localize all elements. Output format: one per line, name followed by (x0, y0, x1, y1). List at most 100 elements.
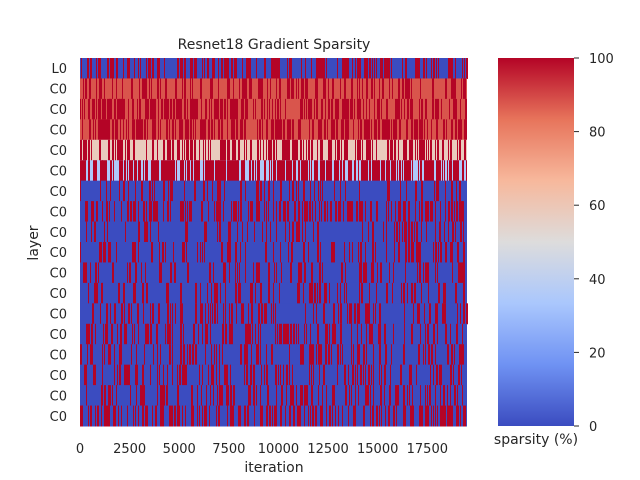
heatmap-cell (219, 344, 220, 366)
heatmap-cell (450, 364, 452, 386)
heatmap-cell (86, 78, 87, 100)
heatmap-cell (110, 242, 111, 263)
heatmap-cell (141, 385, 142, 407)
heatmap-cell (332, 119, 334, 141)
heatmap-cell (166, 78, 167, 100)
heatmap-cell (229, 303, 230, 325)
heatmap-cell (337, 139, 338, 161)
x-tick-labels: 0 2500 5000 7500 10000 12500 15000 17500 (76, 442, 448, 457)
heatmap-cell (412, 119, 413, 141)
heatmap-cell (127, 364, 129, 386)
heatmap-cell (318, 385, 319, 407)
heatmap-cell (421, 282, 422, 304)
heatmap-cell (91, 201, 93, 223)
heatmap-cell (168, 201, 169, 223)
heatmap-cell (411, 242, 412, 263)
heatmap-cell (152, 303, 153, 325)
heatmap-cell (446, 119, 447, 141)
heatmap-cell (274, 262, 275, 284)
heatmap-cell (132, 160, 133, 182)
heatmap-cell (345, 262, 346, 284)
heatmap-cell (421, 98, 423, 120)
heatmap-row (80, 282, 467, 304)
heatmap-cell (412, 139, 413, 161)
heatmap-cell (438, 242, 439, 263)
heatmap-cell (433, 242, 434, 263)
heatmap-cell (152, 405, 153, 427)
heatmap-cell (225, 98, 226, 120)
heatmap-cell (223, 262, 224, 284)
heatmap-cell (158, 160, 159, 182)
heatmap-cell (419, 139, 420, 161)
heatmap-cell (190, 119, 192, 141)
heatmap-cell (460, 98, 461, 120)
heatmap-cell (250, 323, 251, 345)
heatmap-cell (355, 160, 356, 182)
heatmap-cell (329, 98, 330, 120)
heatmap-cell (266, 139, 267, 161)
heatmap-cell (257, 139, 259, 161)
heatmap-cell (163, 385, 165, 407)
heatmap-cell (193, 323, 195, 345)
heatmap-cell (374, 98, 375, 120)
heatmap-cell (95, 282, 96, 304)
heatmap-cell (464, 119, 465, 141)
heatmap-cell (354, 98, 355, 120)
heatmap-cell (147, 282, 148, 304)
heatmap-cell (466, 58, 468, 79)
heatmap-area (80, 58, 468, 427)
heatmap-cell (124, 323, 125, 345)
heatmap-cell (185, 201, 186, 223)
heatmap-cell (412, 385, 413, 407)
heatmap-cell (333, 303, 335, 325)
heatmap-cell (175, 303, 176, 325)
heatmap-cell (425, 344, 426, 366)
heatmap-cell (347, 119, 348, 141)
heatmap-cell (150, 303, 151, 325)
heatmap-cell (399, 221, 400, 243)
heatmap-cell (372, 323, 373, 345)
heatmap-cell (188, 119, 189, 141)
heatmap-cell (372, 221, 373, 243)
heatmap-cell (298, 282, 299, 304)
heatmap-cell (336, 160, 338, 182)
heatmap-cell (214, 201, 215, 223)
heatmap-cell (131, 303, 132, 325)
heatmap-cell (252, 303, 253, 325)
heatmap-cell (238, 405, 239, 427)
heatmap-cell (349, 160, 350, 182)
heatmap-cell (104, 405, 106, 427)
heatmap-cell (149, 78, 150, 100)
heatmap-cell (183, 344, 184, 366)
heatmap-cell (157, 58, 158, 79)
heatmap-cell (334, 323, 336, 345)
heatmap-cell (423, 139, 424, 161)
heatmap-cell (245, 262, 246, 284)
heatmap-cell (208, 303, 209, 325)
heatmap-cell (345, 180, 346, 202)
heatmap-cell (430, 364, 431, 386)
heatmap-cell (323, 364, 325, 386)
heatmap-cell (123, 119, 124, 141)
heatmap-cell (342, 98, 343, 120)
heatmap-cell (357, 303, 358, 325)
heatmap-cell (169, 119, 170, 141)
heatmap-cell (383, 160, 384, 182)
heatmap-cell (285, 221, 286, 243)
heatmap-cell (91, 58, 92, 79)
heatmap-cell (157, 344, 158, 366)
heatmap-cell (250, 364, 252, 386)
heatmap-cell (379, 405, 380, 427)
heatmap-cell (461, 221, 462, 243)
heatmap-row (80, 58, 468, 79)
heatmap-cell (80, 160, 81, 182)
heatmap-cell (326, 405, 327, 427)
heatmap-cell (230, 385, 232, 407)
heatmap-cell (268, 385, 269, 407)
heatmap-cell (308, 405, 309, 427)
heatmap-cell (150, 323, 151, 345)
heatmap-cell (239, 262, 240, 284)
heatmap-cell (304, 323, 305, 345)
heatmap-cell (232, 405, 234, 427)
heatmap-cell (226, 364, 228, 386)
